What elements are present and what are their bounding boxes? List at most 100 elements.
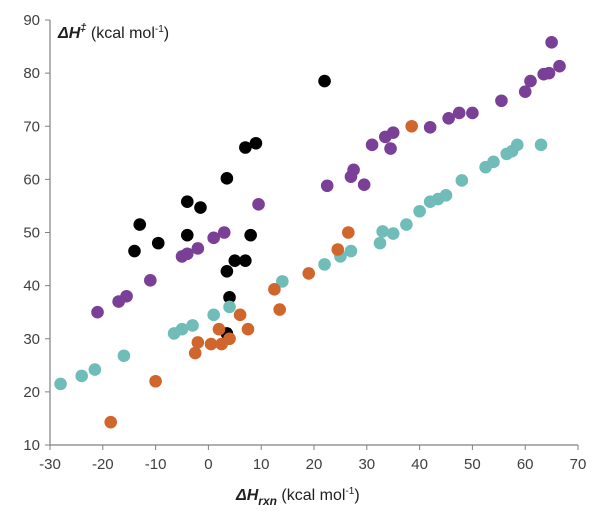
x-tick-label: 0 — [204, 456, 212, 473]
data-point — [276, 275, 289, 288]
x-tick-label: -10 — [145, 456, 167, 473]
data-point — [117, 349, 131, 363]
data-point — [344, 244, 358, 258]
x-tick-label: 50 — [464, 456, 481, 473]
data-point — [151, 236, 165, 250]
data-point — [228, 254, 242, 267]
data-point — [442, 111, 455, 125]
x-axis-close: ) — [354, 487, 359, 504]
series-2 — [54, 138, 548, 391]
data-point — [120, 289, 133, 303]
y-tick-label: 80 — [23, 65, 40, 82]
data-point — [223, 300, 236, 314]
x-tick-label: -30 — [39, 456, 61, 473]
x-tick-label: 20 — [306, 456, 323, 473]
data-point — [144, 274, 157, 287]
data-point — [204, 337, 218, 351]
axes — [45, 19, 579, 450]
data-point — [376, 225, 389, 238]
data-point — [207, 231, 220, 245]
x-tick-label: 30 — [358, 456, 375, 473]
x-tick-label: -20 — [92, 456, 114, 473]
data-point — [220, 172, 234, 185]
x-axis-label: ΔHrxn (kcal mol-1) — [235, 486, 360, 508]
data-point — [244, 228, 257, 242]
y-tick-label: 20 — [23, 384, 40, 401]
data-point — [220, 264, 234, 278]
data-point — [104, 415, 118, 429]
data-point — [180, 228, 194, 242]
y-tick-label: 30 — [23, 331, 40, 348]
y-tick-label: 90 — [23, 12, 40, 29]
x-tick-label: 60 — [517, 456, 534, 473]
data-point — [318, 74, 331, 88]
data-point — [223, 332, 236, 346]
data-point — [347, 163, 360, 177]
data-point — [133, 218, 147, 231]
y-tick-label: 40 — [23, 278, 40, 295]
data-point — [553, 59, 566, 73]
data-point — [180, 247, 194, 261]
series-0 — [128, 74, 331, 340]
y-axis-symbol: ΔH — [57, 25, 81, 42]
data-point — [75, 369, 88, 383]
data-point — [400, 218, 413, 231]
data-point — [320, 179, 334, 193]
data-point — [191, 336, 205, 349]
data-point — [191, 242, 205, 255]
data-point — [318, 258, 331, 271]
y-tick-label: 10 — [23, 437, 40, 454]
data-point — [54, 377, 67, 391]
data-point — [268, 283, 281, 296]
data-point — [175, 322, 189, 336]
data-point — [357, 178, 371, 191]
x-axis-subscript: rxn — [258, 494, 277, 508]
data-point — [207, 308, 220, 322]
x-axis-unit-sup: -1 — [345, 486, 354, 497]
y-axis-label: ΔH‡ (kcal mol-1) — [57, 22, 169, 42]
series-1 — [91, 36, 566, 319]
data-point — [466, 106, 479, 120]
data-point — [302, 267, 316, 280]
data-point — [249, 136, 263, 150]
y-tick-label: 50 — [23, 225, 40, 242]
data-point — [365, 138, 379, 152]
y-tick-label: 60 — [23, 171, 40, 188]
data-point — [510, 138, 524, 152]
data-point — [413, 204, 426, 218]
data-point — [373, 236, 387, 250]
x-axis-unit: (kcal mol — [277, 487, 345, 504]
data-point — [217, 226, 231, 239]
data-point — [518, 85, 532, 99]
data-point — [186, 319, 199, 332]
data-point — [223, 291, 236, 304]
x-axis-symbol: ΔH — [235, 487, 259, 504]
data-point — [386, 227, 400, 240]
data-point — [331, 243, 345, 256]
data-point — [212, 322, 226, 336]
data-point — [495, 94, 508, 108]
data-point — [487, 155, 500, 169]
data-points — [54, 36, 566, 429]
data-point — [233, 308, 247, 322]
y-axis-superscript: ‡ — [80, 22, 87, 34]
data-point — [455, 174, 469, 187]
data-point — [273, 303, 286, 316]
y-axis-unit: (kcal mol — [86, 25, 154, 42]
data-point — [91, 305, 104, 319]
data-point — [188, 346, 202, 360]
data-point — [180, 195, 194, 208]
x-tick-label: 40 — [411, 456, 428, 473]
data-point — [384, 142, 397, 155]
y-axis-unit-sup: -1 — [155, 24, 164, 35]
data-point — [439, 189, 453, 202]
data-point — [405, 119, 418, 133]
data-point — [452, 106, 466, 120]
data-point — [423, 121, 437, 134]
y-axis-close: ) — [164, 25, 169, 42]
data-point — [534, 138, 548, 152]
tick-labels: -30 -20 -10 0 10 20 30 40 50 60 70 10 20 30 40 50 60 70 80… — [23, 12, 586, 473]
data-point — [342, 226, 355, 239]
data-point — [128, 244, 141, 258]
